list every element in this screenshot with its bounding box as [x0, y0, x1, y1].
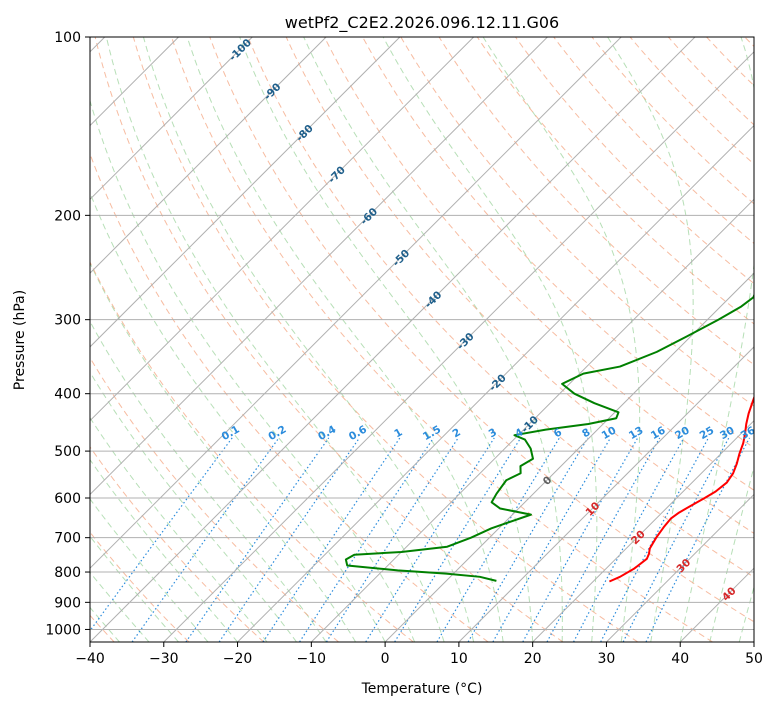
- mixing-ratio-line: [325, 437, 459, 642]
- isotherm-line: [90, 37, 253, 201]
- moist-adiabat-line: [607, 37, 694, 642]
- isotherms: [90, 37, 754, 642]
- x-tick-label: −40: [75, 651, 105, 667]
- dry-adiabat-line: [90, 152, 489, 642]
- dry-adiabats: [90, 37, 754, 642]
- moist-adiabat-line: [382, 37, 598, 642]
- moist-adiabat-line: [90, 416, 268, 642]
- isotherm-line: [384, 272, 754, 642]
- dry-adiabat-line: [400, 37, 754, 407]
- isotherm-line: [90, 37, 622, 569]
- dry-adiabat-line: [323, 37, 754, 491]
- x-tick-label: −10: [297, 651, 327, 667]
- plot-frame: [89, 36, 755, 643]
- x-tick-label: −30: [149, 651, 179, 667]
- isotherm-line: [606, 493, 754, 642]
- isotherm-line: [458, 346, 754, 642]
- moist-adiabat-line: [90, 191, 386, 642]
- y-tick-label: 600: [54, 491, 81, 507]
- isotherm-line: [90, 37, 327, 274]
- x-tick-label: 40: [671, 651, 689, 667]
- moist-adiabat-line: [90, 535, 179, 642]
- dry-adiabat-line: [247, 37, 754, 578]
- y-tick-label: 300: [54, 313, 81, 329]
- dry-adiabat-line: [209, 37, 754, 623]
- isotherm-line: [532, 419, 754, 642]
- isotherm-line: [90, 37, 475, 422]
- moist-adiabat-line: [303, 37, 563, 642]
- moist-adiabat-line: [186, 37, 504, 642]
- y-tick-label: 900: [54, 595, 81, 611]
- mixing-ratio-line: [394, 437, 522, 642]
- dry-adiabat-line: [553, 37, 754, 245]
- x-tick-label: 30: [598, 651, 616, 667]
- moist-adiabat-line: [90, 498, 209, 642]
- mixing-ratio-line: [573, 437, 685, 642]
- mixing-ratio-line: [131, 437, 280, 642]
- dry-adiabat-line: [285, 37, 754, 534]
- isotherm-line: [90, 37, 401, 348]
- x-tick-label: 50: [745, 651, 763, 667]
- moist-adiabat-line: [679, 37, 754, 642]
- moist-adiabat-line: [482, 37, 641, 642]
- moist-adiabat-line: [709, 465, 754, 642]
- moist-adiabat-line: [142, 37, 475, 642]
- temperature-profile-line: [608, 395, 754, 583]
- x-tick-label: 20: [524, 651, 542, 667]
- dry-adiabat-line: [438, 37, 754, 366]
- y-tick-label: 400: [54, 387, 81, 403]
- y-tick-label: 500: [54, 444, 81, 460]
- moist-adiabat-line: [738, 585, 754, 642]
- dry-adiabat-line: [90, 260, 414, 642]
- mixing-ratio-line: [365, 437, 495, 642]
- isotherm-line: [310, 198, 754, 642]
- x-tick-label: 10: [450, 651, 468, 667]
- isotherm-line: [90, 37, 548, 496]
- y-tick-label: 200: [54, 208, 81, 224]
- y-tick-label: 700: [54, 531, 81, 547]
- isotherm-line: [237, 124, 754, 642]
- moist-adiabat-line: [239, 37, 534, 642]
- y-tick-label: 100: [54, 30, 81, 46]
- y-axis-label: Pressure (hPa): [12, 290, 28, 390]
- series-lines: [344, 293, 754, 583]
- x-axis: −40 −30 −20 −10 0 10 20 30 40 50: [75, 642, 763, 667]
- y-tick-label: 800: [54, 565, 81, 581]
- dry-adiabat-line: [362, 37, 754, 449]
- dry-adiabat-line: [90, 446, 265, 642]
- moist-adiabat-line: [90, 371, 297, 642]
- moist-adiabat-line: [105, 37, 445, 642]
- dry-adiabat-line: [94, 37, 564, 642]
- moist-adiabat-line: [90, 320, 327, 642]
- isotherm-line: [163, 51, 754, 642]
- isotherm-line: [90, 37, 696, 642]
- dry-adiabat-line: [171, 37, 713, 642]
- dry-adiabat-line: [132, 37, 639, 642]
- x-tick-label: 0: [381, 651, 390, 667]
- moist-adiabat-line: [90, 458, 238, 642]
- dewpoint-profile-line: [344, 293, 754, 582]
- y-tick-label: 1000: [45, 622, 81, 638]
- y-axis: 100 200 300 400 500 600 700 800 900 1000: [45, 30, 90, 638]
- chart-title: wetPf2_C2E2.2026.096.12.11.G06: [285, 13, 559, 33]
- moist-adiabat-line: [90, 262, 357, 642]
- mixing-ratio-line: [299, 437, 434, 642]
- background-lines: [90, 37, 754, 642]
- x-tick-label: −20: [223, 651, 253, 667]
- x-axis-label: Temperature (°C): [361, 681, 483, 697]
